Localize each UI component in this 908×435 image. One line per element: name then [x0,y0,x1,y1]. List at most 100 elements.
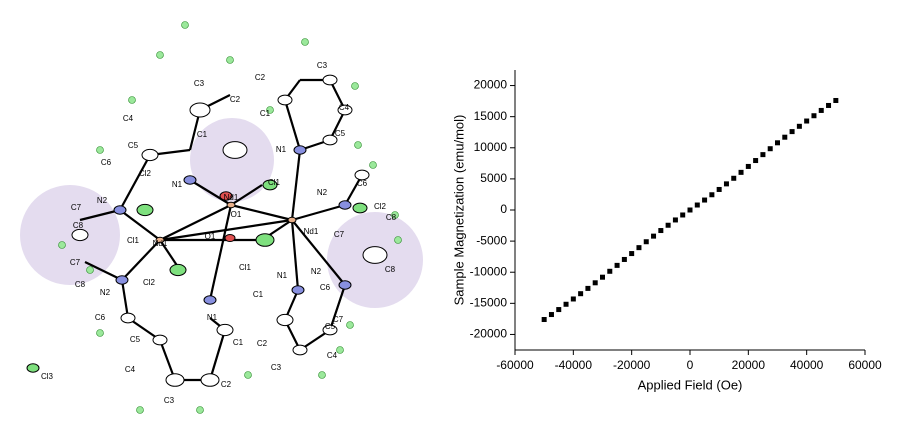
atom [120,312,136,324]
hydrogen [336,346,344,354]
y-tick-label: 20000 [474,78,508,92]
hydrogen [96,146,104,154]
data-point [541,317,547,323]
atom-label: N1 [276,145,287,154]
atom-label: C2 [257,339,268,348]
bond [328,284,347,331]
atom [322,134,338,146]
hydrogen [136,406,144,414]
bond [291,203,346,222]
atom-label: C3 [194,79,205,88]
atom-label: O1 [205,232,216,241]
atom-label: Cl1 [239,263,252,272]
atom-label: N1 [277,271,288,280]
atom-label: C3 [271,363,282,372]
atom-label: Nd1 [153,239,168,248]
hydrogen [301,38,309,46]
atom-label: C5 [325,322,336,331]
hydrogen [394,236,402,244]
atom-label: N2 [100,288,111,297]
atom [291,285,305,295]
y-tick-label: 15000 [474,109,508,123]
x-tick-label: -20000 [613,358,651,372]
data-point [621,256,627,262]
atom [292,344,308,356]
atom [152,334,168,346]
atom [216,323,234,337]
data-point [672,217,678,223]
atom-label: O1 [231,210,242,219]
data-point [592,280,598,286]
atom [203,295,217,305]
atom [338,280,352,290]
atom-label: C4 [123,114,134,123]
atom [165,373,185,387]
atom [337,104,353,116]
atom-label: Cl2 [139,169,152,178]
atom [276,313,294,327]
hydrogen [244,371,252,379]
bond [291,219,346,286]
atom-label: C2 [255,73,266,82]
hydrogen [156,51,164,59]
hydrogen [96,329,104,337]
x-tick-label: 20000 [732,358,766,372]
data-point [804,118,810,124]
atom-label: N2 [97,196,108,205]
x-tick-label: 0 [687,358,694,372]
atom-label: C2 [221,380,232,389]
x-tick-label: 40000 [790,358,824,372]
atom-label: C4 [125,365,136,374]
hydrogen [86,266,94,274]
atom-label: C4 [339,103,350,112]
y-tick-label: 5000 [480,171,507,185]
bond [159,204,232,241]
atom [26,363,40,373]
hydrogen [58,241,66,249]
atom-label: C7 [334,230,345,239]
data-point [600,274,605,280]
atom-label: C7 [71,203,82,212]
atom-label: C1 [260,109,271,118]
atom-label: C1 [197,130,208,139]
atom-label: C8 [75,280,86,289]
data-point [702,197,708,203]
atom-label: N2 [317,188,328,197]
atom-label: C7 [333,315,344,324]
data-point [716,186,722,192]
atom-label: C7 [70,258,81,267]
data-point [760,152,766,158]
data-point [745,163,751,169]
atom-label: C8 [73,221,84,230]
atom [354,169,370,181]
x-tick-label: -60000 [496,358,534,372]
data-point [796,123,802,129]
data-point [570,296,576,302]
atom-label: Nd1 [224,193,239,202]
data-point [680,212,686,218]
hydrogen [318,371,326,379]
atom [115,275,129,285]
y-tick-label: -5000 [476,233,507,247]
bond [79,208,121,222]
atom [255,233,275,247]
atom [262,179,278,191]
hydrogen [354,141,362,149]
atom-label: C1 [253,290,264,299]
data-point [775,140,780,146]
atom [219,191,233,201]
data-point [811,113,817,119]
atom [155,236,165,244]
y-axis-title: Sample Magnetization (emu/mol) [451,115,466,306]
y-tick-label: -20000 [470,327,508,341]
atom [169,263,187,277]
atom [136,203,154,217]
bond [290,149,302,221]
data-point [753,158,759,164]
atom [224,234,236,242]
bond [208,329,227,381]
y-tick-label: -15000 [470,296,508,310]
data-point [767,146,773,152]
bond [283,99,302,151]
